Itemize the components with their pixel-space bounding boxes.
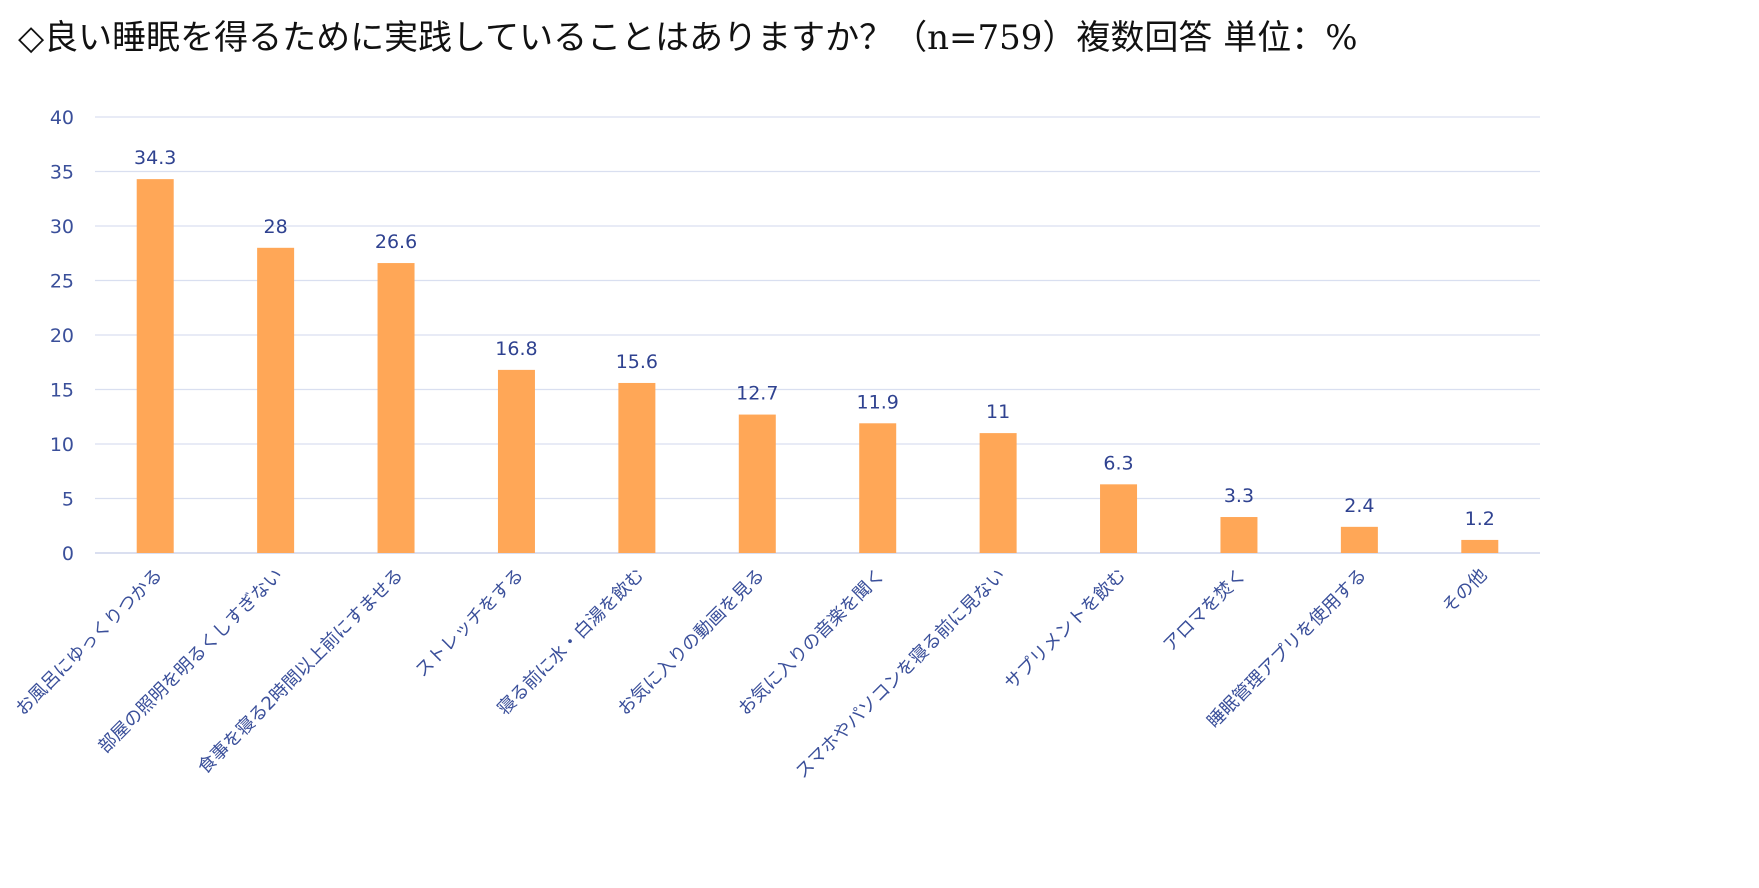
data-labels: 34.3 28 26.6 16.8 15.6 12.7 11.9 11 6.3 3.3 2.4 1.2 bbox=[134, 147, 1495, 530]
data-label: 12.7 bbox=[736, 383, 778, 405]
bar bbox=[136, 179, 174, 553]
bar bbox=[1461, 539, 1499, 553]
chart-title: ◇良い睡眠を得るために実践していることはありますか？（n=759）複数回答 単位… bbox=[18, 18, 1358, 58]
data-label: 15.6 bbox=[616, 351, 658, 373]
bar bbox=[618, 382, 656, 553]
y-tick-label: 10 bbox=[50, 434, 74, 456]
y-tick-label: 20 bbox=[50, 325, 74, 347]
bar bbox=[1220, 517, 1258, 553]
category-label: その他 bbox=[1438, 565, 1491, 618]
data-label: 11.9 bbox=[857, 391, 899, 413]
y-tick-label: 40 bbox=[50, 107, 74, 129]
data-label: 34.3 bbox=[134, 147, 176, 169]
data-label: 6.3 bbox=[1103, 452, 1133, 474]
y-tick-label: 30 bbox=[50, 216, 74, 238]
y-tick-label: 15 bbox=[50, 380, 74, 402]
bar bbox=[859, 423, 897, 553]
data-label: 2.4 bbox=[1344, 495, 1374, 517]
y-tick-label: 25 bbox=[50, 271, 74, 293]
data-label: 28 bbox=[264, 216, 288, 238]
bar bbox=[738, 414, 776, 553]
gridlines bbox=[95, 116, 1540, 554]
y-tick-label: 35 bbox=[50, 162, 74, 184]
bar bbox=[377, 263, 415, 553]
data-label: 26.6 bbox=[375, 231, 417, 253]
bar bbox=[1100, 484, 1138, 553]
bar bbox=[979, 433, 1017, 553]
y-tick-label: 0 bbox=[62, 543, 74, 565]
data-label: 3.3 bbox=[1224, 485, 1254, 507]
category-labels: お風呂にゆっくりつかる部屋の照明を明るくしすぎない食事を寝る2時間以上前にすませ… bbox=[12, 565, 1492, 783]
data-label: 16.8 bbox=[495, 338, 537, 360]
bar bbox=[1340, 526, 1378, 553]
bars bbox=[136, 179, 1499, 554]
category-label: ストレッチをする bbox=[411, 565, 528, 682]
bar bbox=[497, 369, 535, 553]
data-label: 1.2 bbox=[1465, 508, 1495, 530]
y-tick-label: 5 bbox=[62, 489, 74, 511]
bar bbox=[257, 247, 295, 554]
category-label: アロマを焚く bbox=[1159, 565, 1250, 656]
data-label: 11 bbox=[986, 401, 1010, 423]
category-label: 食事を寝る2時間以上前にすませる bbox=[194, 565, 408, 779]
category-label: サプリメントを飲む bbox=[1001, 565, 1130, 694]
y-axis-ticks: 0 5 10 15 20 25 30 35 40 bbox=[50, 107, 74, 565]
category-label: スマホやパソコンを寝る前に見ない bbox=[792, 565, 1010, 783]
